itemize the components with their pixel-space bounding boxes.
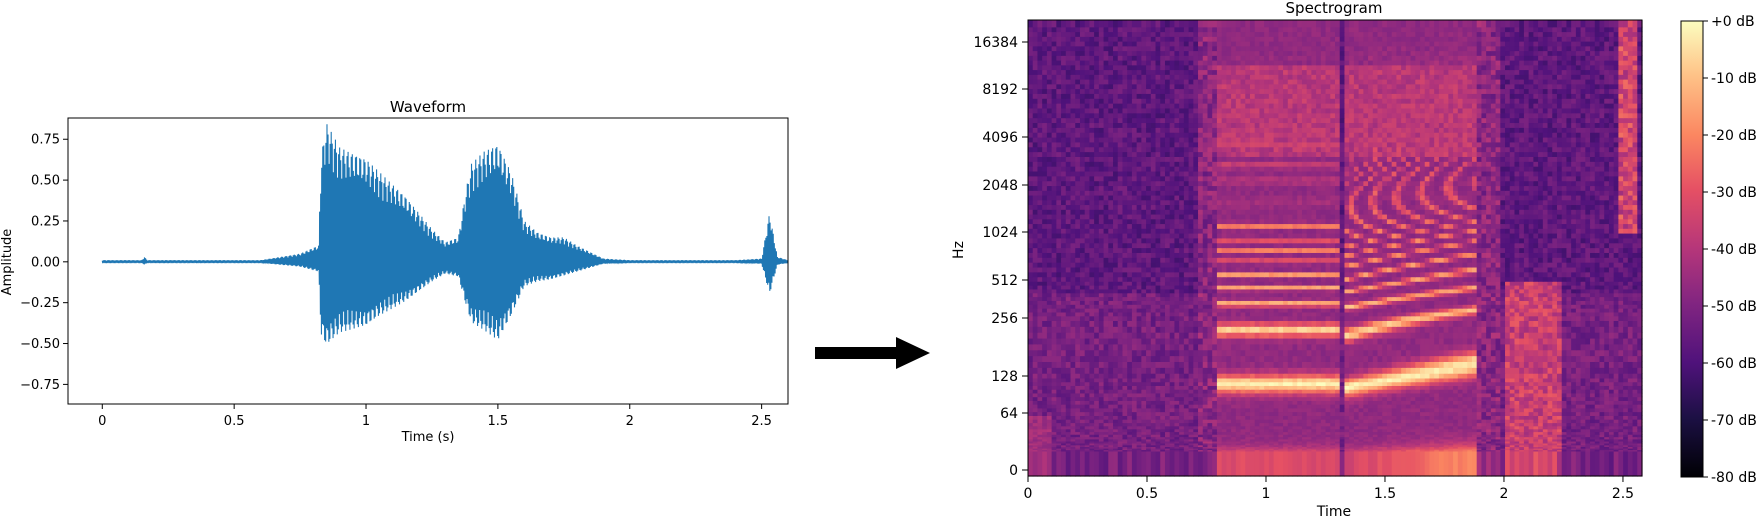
spectrogram-y-tick-label: 2048: [982, 178, 1018, 194]
colorbar: [1680, 20, 1704, 478]
waveform-trace: [101, 124, 788, 342]
colorbar-axis: +0 dB -10 dB -20 dB -30 dB -40 dB -50 dB -60 d…: [1703, 14, 1757, 486]
waveform-y-tick-label: 0.75: [31, 133, 60, 148]
spectrogram-x-tick-label: 0: [1024, 486, 1033, 502]
spectrogram-y-tick-label: 16384: [973, 35, 1018, 51]
spectrogram-x-label: Time: [1316, 504, 1351, 518]
spectrogram-x-tick-label: 1: [1262, 486, 1271, 502]
waveform-x-tick-label: 1: [362, 414, 370, 429]
waveform-plot-frame: [67, 117, 789, 405]
colorbar-tick-label: -80 dB: [1711, 470, 1757, 486]
colorbar-tick-label: -30 dB: [1711, 185, 1757, 201]
waveform-x-tick-label: 2: [626, 414, 634, 429]
spectrogram-y-tick-label: 8192: [982, 82, 1018, 98]
waveform-x-tick-label: 1.5: [488, 414, 509, 429]
spectrogram-x-tick-label: 1.5: [1374, 486, 1396, 502]
spectrogram-title: Spectrogram: [1286, 0, 1383, 17]
spectrogram-chart: Spectrogram 0 0.5 1 1.5 2 2.5 0 64 128 256 512 102…: [951, 0, 1757, 518]
waveform-y-tick-label: 0.50: [31, 174, 60, 189]
spectrogram-y-tick-label: 64: [1000, 406, 1018, 422]
waveform-title: Waveform: [390, 98, 466, 116]
right-arrow-icon: [815, 337, 930, 369]
waveform-x-axis: 0 0.5 1 1.5 2 2.5: [98, 404, 772, 429]
waveform-y-tick-label: −0.25: [20, 296, 60, 311]
waveform-plot: [101, 124, 788, 342]
colorbar-tick-label: -50 dB: [1711, 299, 1757, 315]
colorbar-tick-label: +0 dB: [1711, 14, 1755, 30]
colorbar-tick-label: -70 dB: [1711, 413, 1757, 429]
waveform-chart: Waveform 0 0.5 1 1.5 2 2.5 −0.75 −0.50 −0.25 0.0…: [0, 98, 789, 445]
colorbar-tick-label: -20 dB: [1711, 128, 1757, 144]
spectrogram-x-tick-label: 2.5: [1612, 486, 1634, 502]
spectrogram-y-label: Hz: [951, 241, 967, 259]
spectrogram-plot-frame: [1027, 19, 1643, 477]
waveform-y-tick-label: 0.00: [31, 255, 60, 270]
waveform-x-tick-label: 0: [98, 414, 106, 429]
waveform-x-tick-label: 0.5: [224, 414, 245, 429]
waveform-y-label: Amplitude: [0, 229, 15, 296]
colorbar-tick-label: -10 dB: [1711, 71, 1757, 87]
spectrogram-y-tick-label: 0: [1009, 463, 1018, 479]
spectrogram-y-axis: 0 64 128 256 512 1024 2048 4096 8192 16384: [973, 35, 1028, 479]
waveform-y-tick-label: −0.50: [20, 337, 60, 352]
spectrogram-y-tick-label: 256: [991, 311, 1018, 327]
colorbar-tick-label: -60 dB: [1711, 356, 1757, 372]
spectrogram-y-tick-label: 512: [991, 273, 1018, 289]
waveform-y-tick-label: −0.75: [20, 378, 60, 393]
spectrogram-y-tick-label: 4096: [982, 130, 1018, 146]
spectrogram-x-tick-label: 2: [1500, 486, 1509, 502]
spectrogram-y-tick-label: 128: [991, 369, 1018, 385]
spectrogram-x-axis: 0 0.5 1 1.5 2 2.5: [1024, 476, 1634, 502]
spectrogram-x-tick-label: 0.5: [1136, 486, 1158, 502]
waveform-y-tick-label: 0.25: [31, 214, 60, 229]
waveform-x-label: Time (s): [401, 430, 455, 445]
waveform-x-tick-label: 2.5: [751, 414, 772, 429]
spectrogram-y-tick-label: 1024: [982, 225, 1018, 241]
spectrogram-image: [1028, 20, 1643, 477]
colorbar-tick-label: -40 dB: [1711, 242, 1757, 258]
waveform-y-axis: −0.75 −0.50 −0.25 0.00 0.25 0.50 0.75: [20, 133, 68, 393]
